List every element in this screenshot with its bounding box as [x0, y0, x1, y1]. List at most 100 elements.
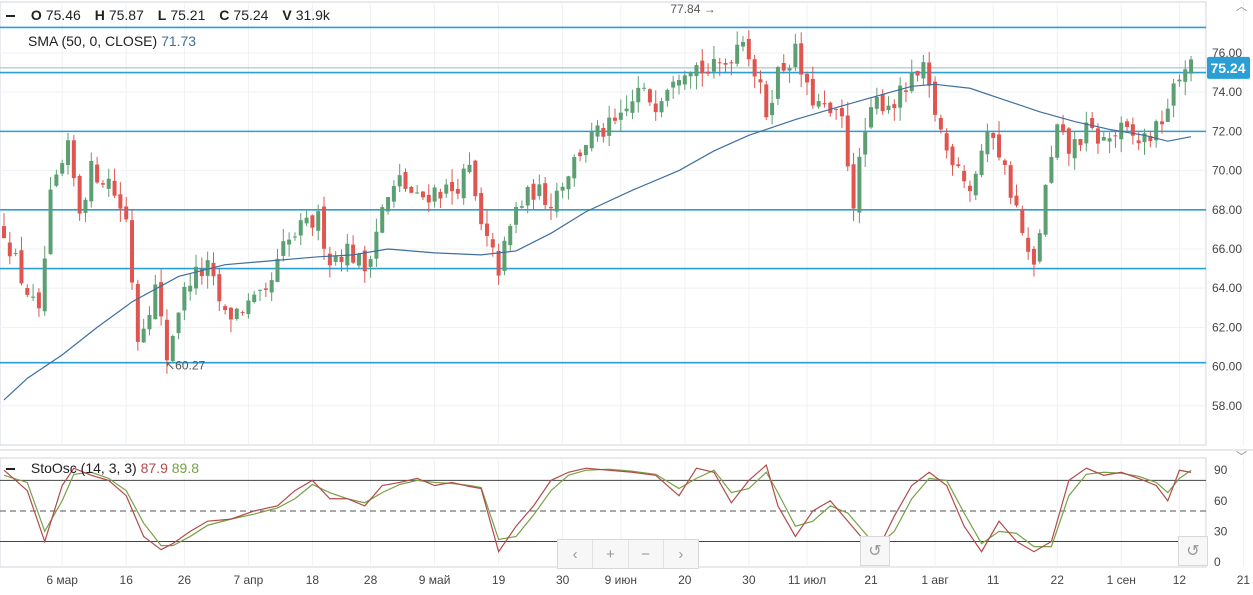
candle-body [409, 186, 414, 193]
high-value: 75.87 [108, 7, 144, 23]
candle-body [380, 207, 385, 233]
candle-body [1107, 138, 1112, 142]
time-tick-label: 12 [1173, 573, 1187, 587]
candle-body [473, 160, 478, 197]
stoch-tick-label: 60 [1214, 494, 1228, 508]
candle-body [822, 103, 827, 105]
time-axis[interactable]: 6 мар 16 26 7 апр 18 28 9 май 19 30 9 июн 20 30 11 и… [46, 573, 1250, 587]
candle-body [240, 312, 245, 314]
collapse-main-icon[interactable] [6, 15, 15, 18]
candle-body [1061, 124, 1066, 133]
candle-body [1113, 135, 1118, 137]
candle-body [153, 284, 158, 320]
candle-body [205, 260, 210, 276]
candle-body [642, 87, 647, 89]
collapse-stoch-icon[interactable] [6, 468, 15, 471]
candle-body [921, 62, 926, 79]
candle-body [851, 164, 856, 209]
time-tick-label: 9 июн [605, 573, 637, 587]
candle-body [292, 236, 297, 238]
main-grid [0, 1, 1253, 451]
candle-body [19, 250, 24, 284]
stoch-d-line [3, 468, 1192, 548]
price-tick-label: 58.00 [1212, 399, 1242, 413]
time-tick-label: 21 [1237, 573, 1251, 587]
candle-body [741, 42, 746, 47]
price-tick-label: 68.00 [1212, 203, 1242, 217]
price-axis[interactable]: 58.00 60.00 62.00 64.00 66.00 68.00 70.00 72.00… [1207, 46, 1250, 413]
candle-body [717, 62, 722, 64]
candle-body [327, 253, 332, 266]
zoom-out-button[interactable]: − [629, 540, 664, 568]
candle-body [653, 103, 658, 113]
candle-body [700, 60, 705, 74]
scroll-right-button[interactable]: › [678, 545, 684, 563]
stoch-d-value: 89.8 [171, 460, 199, 476]
candle-body [420, 191, 425, 198]
candle-body [1014, 195, 1019, 206]
candle-body [438, 191, 443, 199]
candle-body [95, 164, 100, 183]
chevron-down-icon[interactable]: ﹀ [1236, 451, 1247, 463]
candle-body [199, 268, 204, 277]
price-tick-label: 64.00 [1212, 281, 1242, 295]
candle-body [671, 81, 676, 88]
candle-body [310, 215, 315, 228]
reset-view-button[interactable]: ↺ [860, 536, 890, 566]
candle-body [531, 183, 536, 200]
time-tick-label: 22 [1051, 573, 1065, 587]
candle-body [496, 250, 501, 276]
candle-body [1142, 133, 1147, 143]
time-tick-label: 19 [492, 573, 506, 587]
candle-body [898, 85, 903, 108]
candle-body [31, 296, 36, 298]
last-price-label: 75.24 [1210, 60, 1245, 76]
reset-icon: ↺ [1186, 543, 1200, 560]
scroll-left-button[interactable]: ‹ [558, 540, 594, 568]
price-tick-label: 70.00 [1212, 164, 1242, 178]
zoom-in-button[interactable]: + [593, 540, 629, 568]
chevron-up-icon[interactable]: ︿ [1236, 1, 1247, 13]
candle-body [415, 192, 420, 194]
candle-body [1037, 233, 1042, 262]
candle-body [787, 68, 792, 71]
candle-body [816, 101, 821, 107]
candle-body [519, 206, 524, 208]
candle-body [793, 43, 798, 68]
candle-body [618, 112, 623, 120]
candle-body [944, 133, 949, 151]
price-tick-label: 66.00 [1212, 242, 1242, 256]
candle-body [1078, 138, 1083, 146]
candle-body [525, 186, 530, 206]
sma-legend-value: 71.73 [161, 33, 197, 49]
candle-body [706, 71, 711, 74]
candle-body [973, 173, 978, 196]
candle-body [839, 108, 844, 117]
close-label: C [219, 7, 230, 23]
candle-body [1072, 139, 1077, 159]
candle-body [298, 220, 303, 236]
time-tick-label: 16 [120, 573, 134, 587]
candle-body [1031, 248, 1036, 265]
candle-body [164, 319, 169, 361]
candle-body [607, 117, 612, 136]
candle-body [1130, 124, 1135, 136]
reset-scale-button[interactable]: ↺ [1178, 536, 1208, 566]
candle-body [316, 211, 321, 231]
time-tick-label: 1 авг [921, 573, 949, 587]
candle-body [985, 131, 990, 155]
time-tick-label: 30 [556, 573, 570, 587]
candle-body [333, 255, 338, 262]
candle-body [484, 223, 489, 236]
candle-body [71, 140, 76, 179]
candle-body [572, 157, 577, 179]
candle-body [176, 312, 181, 334]
candle-body [223, 306, 228, 311]
candle-body [182, 286, 187, 311]
open-label: O [30, 7, 42, 23]
candle-body [391, 185, 396, 202]
candle-body [479, 193, 484, 225]
candle-body [1177, 79, 1182, 82]
candle-body [1154, 121, 1159, 141]
